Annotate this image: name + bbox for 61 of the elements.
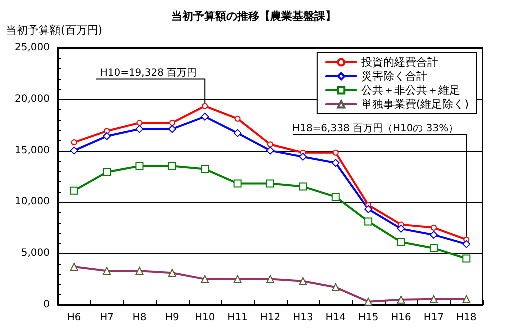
point (234, 180, 242, 188)
point (169, 120, 176, 126)
point (332, 193, 340, 202)
point (364, 218, 373, 226)
x-tick-label: H13 (293, 312, 314, 324)
point (430, 224, 437, 231)
point (430, 231, 438, 240)
x-tick-label: H18 (456, 312, 477, 324)
point (168, 162, 176, 170)
x-tick-label: H16 (391, 312, 412, 324)
y-axis-title: 当初予算額(百万円) (6, 24, 103, 37)
point (103, 132, 112, 140)
point (202, 103, 208, 110)
x-tick-label: H7 (100, 312, 114, 324)
point (268, 142, 274, 148)
x-tick-label: H14 (326, 312, 346, 324)
x-tick-label: H6 (67, 312, 82, 324)
point (462, 240, 471, 248)
point (266, 146, 274, 155)
point (136, 120, 143, 126)
point (136, 125, 144, 134)
point (332, 150, 339, 156)
legend-label: 公共＋非公共＋維足 (361, 84, 460, 97)
point (136, 162, 144, 170)
point (430, 244, 438, 252)
point (397, 224, 406, 233)
point (168, 125, 176, 134)
legend-label: 投資的経費合計 (360, 56, 438, 69)
x-tick-label: H10 (194, 312, 216, 324)
x-tick-label: H17 (424, 312, 444, 324)
point (70, 146, 78, 155)
point (234, 129, 242, 138)
chart-title: 当初予算額の推移【農業基盤課】 (172, 10, 336, 23)
point (234, 116, 241, 122)
point (103, 168, 112, 176)
point (70, 186, 78, 195)
y-tick-label: 5,000 (21, 248, 50, 260)
y-tick-label: 25,000 (15, 42, 50, 54)
point (201, 165, 210, 174)
point (266, 180, 274, 188)
legend-label: 災害除く合計 (361, 70, 428, 83)
point (201, 112, 210, 121)
point (299, 152, 308, 161)
point (299, 182, 308, 191)
annotation: H18=6,338 百万円（H10の 33%） (292, 123, 459, 134)
point (332, 159, 340, 168)
point (462, 254, 471, 263)
legend-label: 単独事業費(維足除く) (361, 98, 470, 111)
x-tick-label: H12 (260, 312, 281, 324)
y-tick-label: 20,000 (15, 94, 50, 105)
x-tick-label: H8 (132, 312, 147, 324)
x-tick-label: H9 (165, 312, 180, 324)
point (71, 140, 78, 146)
point (397, 238, 406, 246)
y-tick-label: 0 (44, 300, 50, 310)
x-tick-label: H11 (228, 312, 248, 324)
y-tick-label: 10,000 (15, 196, 50, 208)
annotation: H10=19,328 百万円 (100, 68, 198, 79)
y-tick-label: 15,000 (15, 145, 50, 156)
point (364, 205, 373, 214)
x-tick-label: H15 (358, 312, 379, 324)
